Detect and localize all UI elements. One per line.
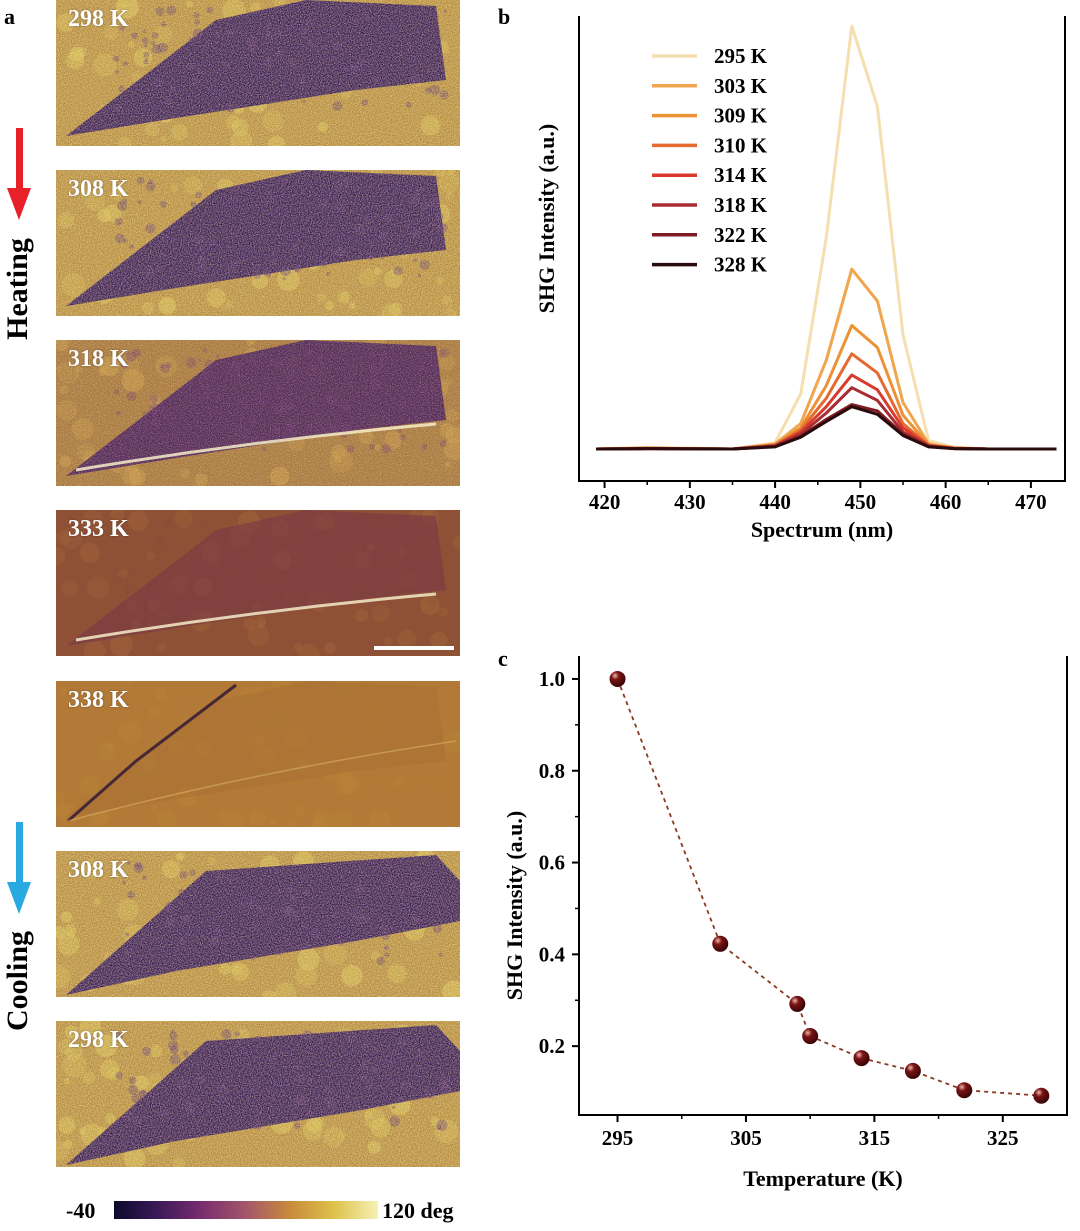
heating-arrow-icon xyxy=(7,128,31,220)
legend-label: 303 K xyxy=(714,74,768,98)
temperature-label: 298 K xyxy=(68,6,129,32)
pfm-image: 308 K xyxy=(56,170,460,316)
pfm-image: 308 K xyxy=(56,851,460,997)
axis-frame xyxy=(578,16,1066,482)
spectra-chart: 420 430 440 450 460 470 Spectrum (nm) SHG Inten… xyxy=(534,16,1066,542)
data-point xyxy=(712,935,729,952)
data-point xyxy=(1033,1087,1050,1104)
pfm-image: 338 K xyxy=(56,681,460,827)
x-tick-label: 440 xyxy=(759,490,791,514)
data-point xyxy=(956,1082,973,1099)
temperature-label: 333 K xyxy=(68,516,129,542)
y-tick-label: 1.0 xyxy=(539,667,565,691)
temperature-label: 318 K xyxy=(68,346,129,372)
data-point xyxy=(904,1062,921,1079)
legend-label: 328 K xyxy=(714,253,768,277)
x-tick-label: 315 xyxy=(859,1126,891,1150)
data-point xyxy=(853,1050,870,1067)
intensity-temperature-chart: 295 305 315 325 0.2 0.4 0.6 0.8 1.0 Temperature (… xyxy=(502,656,1068,1191)
legend-label: 322 K xyxy=(714,223,768,247)
x-axis-label: Spectrum (nm) xyxy=(751,517,893,542)
colorbar-min-label: -40 xyxy=(66,1198,96,1223)
legend-label: 295 K xyxy=(714,44,768,68)
temperature-label: 338 K xyxy=(68,687,129,713)
colorbar-max-label: 120 deg xyxy=(382,1198,454,1223)
data-point xyxy=(609,670,626,687)
panel-label-a: a xyxy=(4,4,15,29)
temperature-label: 308 K xyxy=(68,857,129,883)
cooling-arrow-icon xyxy=(7,822,31,914)
pfm-image: 298 K xyxy=(56,1021,460,1167)
y-tick-label: 0.8 xyxy=(539,759,565,783)
axis-frame xyxy=(578,656,1068,1116)
series-line xyxy=(596,352,1057,451)
x-tick-label: 450 xyxy=(845,490,877,514)
x-tick-label: 470 xyxy=(1015,490,1047,514)
pfm-image: 333 K xyxy=(56,510,460,656)
colorbar xyxy=(114,1201,378,1219)
pfm-image: 298 K xyxy=(56,0,460,146)
pfm-image: 318 K xyxy=(56,340,460,486)
panel-label-c: c xyxy=(498,646,508,671)
scale-bar xyxy=(374,646,454,650)
temperature-label: 298 K xyxy=(68,1027,129,1053)
legend-label: 318 K xyxy=(714,193,768,217)
temperature-label: 308 K xyxy=(68,176,129,202)
series-line xyxy=(596,405,1057,451)
x-axis-label: Temperature (K) xyxy=(743,1166,902,1191)
trend-line xyxy=(616,678,1042,1097)
heating-label: Heating xyxy=(1,238,34,340)
y-axis-label: SHG Intensity (a.u.) xyxy=(534,124,559,313)
y-axis-label: SHG Intensity (a.u.) xyxy=(502,811,527,1000)
panel-label-b: b xyxy=(498,4,511,29)
data-point xyxy=(802,1028,819,1045)
x-tick-label: 460 xyxy=(930,490,962,514)
y-tick-label: 0.4 xyxy=(539,942,566,966)
data-point xyxy=(789,995,806,1012)
legend-label: 310 K xyxy=(714,133,768,157)
x-tick-label: 430 xyxy=(674,490,706,514)
legend-label: 309 K xyxy=(714,104,768,128)
legend-label: 314 K xyxy=(714,163,768,187)
y-tick-label: 0.6 xyxy=(539,851,565,875)
x-tick-label: 420 xyxy=(589,490,621,514)
x-tick-label: 295 xyxy=(602,1126,634,1150)
x-tick-label: 305 xyxy=(730,1126,762,1150)
x-tick-label: 325 xyxy=(987,1126,1019,1150)
y-tick-label: 0.2 xyxy=(539,1034,565,1058)
cooling-label: Cooling xyxy=(1,930,34,1032)
series-line xyxy=(596,324,1057,451)
